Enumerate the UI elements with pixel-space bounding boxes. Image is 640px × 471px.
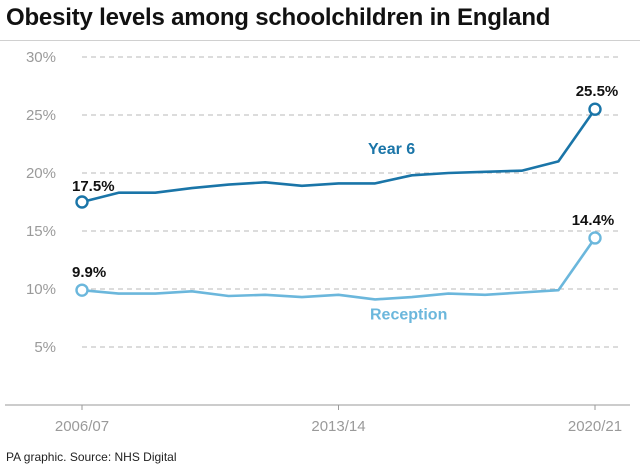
x-tick-label: 2013/14 xyxy=(311,418,365,435)
y-tick-label: 20% xyxy=(26,165,56,182)
data-point xyxy=(75,283,89,297)
y-tick-label: 10% xyxy=(26,281,56,298)
grid-layer xyxy=(5,56,630,406)
series-label-reception: Reception xyxy=(370,307,447,324)
series-label-year-6: Year 6 xyxy=(368,141,415,158)
series-layer xyxy=(75,102,602,301)
data-label: 17.5% xyxy=(72,178,115,195)
data-label: 14.4% xyxy=(572,212,615,229)
y-tick-label: 30% xyxy=(26,49,56,66)
series-line xyxy=(81,108,597,204)
y-tick-label: 25% xyxy=(26,107,56,124)
data-point xyxy=(588,231,602,245)
data-point xyxy=(588,102,602,116)
data-label: 9.9% xyxy=(72,264,106,281)
x-tick-label: 2006/07 xyxy=(55,418,109,435)
series-line xyxy=(81,237,597,301)
data-label: 25.5% xyxy=(576,83,619,100)
y-axis-ticks: 5% 10% 15% 20% 25% 30% xyxy=(26,49,56,356)
data-point xyxy=(75,195,89,209)
label-layer: 17.5% 25.5% 9.9% 14.4% Year 6 Reception xyxy=(72,83,618,323)
y-tick-label: 15% xyxy=(26,223,56,240)
source-footer: PA graphic. Source: NHS Digital xyxy=(6,450,177,464)
chart-title: Obesity levels among schoolchildren in E… xyxy=(6,4,551,31)
x-axis-ticks: 2006/07 2013/14 2020/21 xyxy=(55,405,622,435)
x-tick-label: 2020/21 xyxy=(568,418,622,435)
title-divider xyxy=(0,40,640,41)
y-tick-label: 5% xyxy=(34,339,56,356)
